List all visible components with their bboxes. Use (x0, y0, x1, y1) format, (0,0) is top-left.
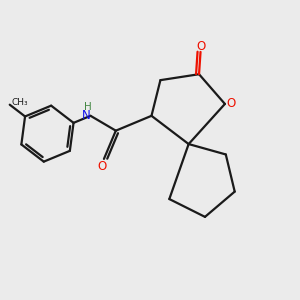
Text: O: O (227, 98, 236, 110)
Text: CH₃: CH₃ (11, 98, 28, 107)
Text: N: N (82, 109, 91, 122)
Text: H: H (84, 102, 92, 112)
Text: O: O (196, 40, 205, 53)
Text: O: O (98, 160, 107, 173)
